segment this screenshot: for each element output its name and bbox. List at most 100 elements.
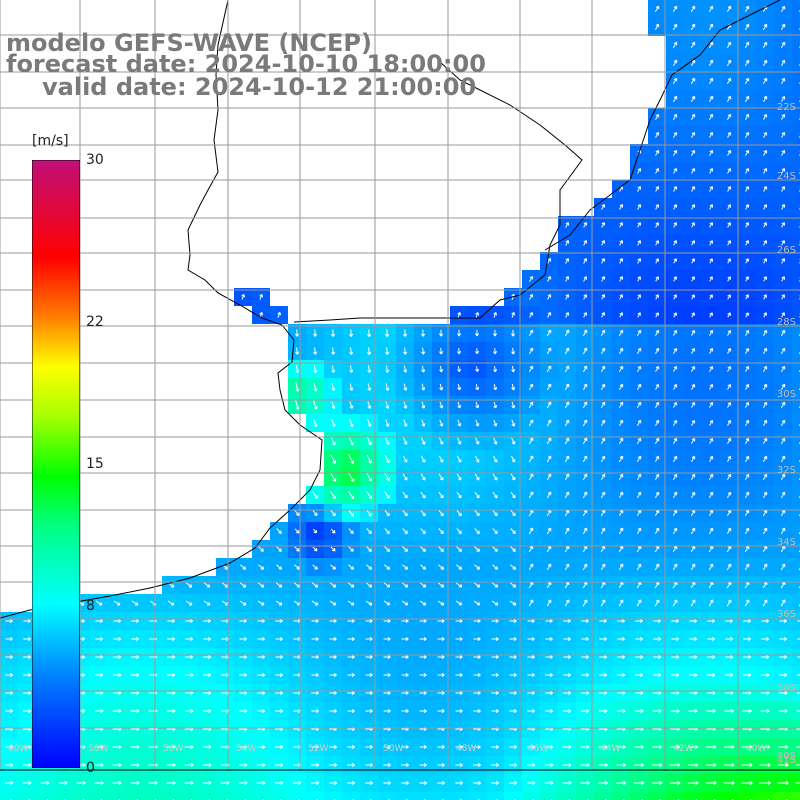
wind-arrow <box>778 744 789 750</box>
wind-arrow <box>707 672 716 678</box>
wind-arrow <box>564 491 570 499</box>
wind-arrow <box>564 383 570 391</box>
wind-arrow <box>402 528 408 535</box>
wind-arrow <box>473 708 481 714</box>
speed-cell <box>18 792 36 800</box>
wind-arrow <box>438 528 444 535</box>
wind-arrow <box>580 762 590 768</box>
wind-arrow <box>258 546 264 552</box>
wind-arrow <box>709 383 714 390</box>
wind-arrow <box>438 564 445 570</box>
valid-date: valid date: 2024-10-12 21:00:00 <box>42 73 477 101</box>
wind-arrow <box>691 168 696 174</box>
wind-arrow <box>527 690 535 696</box>
speed-cell <box>792 792 800 800</box>
wind-arrow <box>257 672 266 678</box>
wind-arrow <box>95 654 104 660</box>
wind-arrow <box>402 564 409 570</box>
wind-arrow <box>723 762 735 768</box>
wind-arrow <box>384 491 390 499</box>
wind-arrow <box>312 510 318 516</box>
wind-arrow <box>601 258 605 264</box>
wind-arrow <box>709 276 713 282</box>
wind-arrow <box>599 690 608 696</box>
wind-arrow <box>760 744 771 750</box>
wind-arrow <box>745 419 750 426</box>
wind-arrow <box>473 690 481 696</box>
speed-cell <box>792 216 800 234</box>
wind-arrow <box>274 780 284 786</box>
wind-arrow <box>724 690 734 696</box>
wind-arrow <box>455 744 463 750</box>
speed-cell <box>648 792 666 800</box>
wind-arrow <box>184 708 194 714</box>
wind-arrow <box>239 600 247 606</box>
wind-arrow <box>599 654 608 660</box>
wind-arrow <box>528 347 534 355</box>
wind-arrow <box>329 636 337 642</box>
wind-arrow <box>763 312 767 318</box>
wind-arrow <box>745 347 750 354</box>
wind-arrow <box>707 654 716 660</box>
wind-arrow <box>690 5 696 13</box>
speed-cell <box>144 792 162 800</box>
wind-arrow <box>652 690 662 696</box>
wind-arrow <box>744 599 750 607</box>
wind-arrow <box>581 708 590 714</box>
wind-arrow <box>94 762 104 768</box>
wind-arrow <box>582 365 588 373</box>
wind-arrow <box>691 294 695 300</box>
wind-arrow <box>22 780 32 786</box>
wind-arrow <box>690 41 696 49</box>
wind-arrow <box>565 222 570 228</box>
wind-arrow <box>366 436 372 446</box>
speed-cell <box>792 648 800 666</box>
wind-arrow <box>727 204 731 210</box>
wind-arrow <box>130 780 140 786</box>
wind-arrow <box>655 131 660 138</box>
wind-arrow <box>708 59 714 67</box>
wind-arrow <box>439 401 444 409</box>
wind-arrow <box>94 780 104 786</box>
wind-arrow <box>580 780 590 786</box>
wind-arrow <box>509 600 517 606</box>
wind-arrow <box>709 455 714 462</box>
wind-arrow <box>763 276 767 282</box>
wind-arrow <box>420 509 426 517</box>
wind-arrow <box>491 744 499 750</box>
speed-cell <box>792 612 800 630</box>
wind-arrow <box>777 780 789 786</box>
wind-arrow <box>636 599 642 607</box>
wind-arrow <box>619 204 623 210</box>
wind-arrow <box>780 527 786 535</box>
wind-arrow <box>438 455 444 463</box>
wind-arrow <box>257 618 265 624</box>
wind-arrow <box>421 419 426 427</box>
wind-arrow <box>313 400 318 410</box>
wind-arrow <box>546 599 552 607</box>
wind-arrow <box>637 168 642 174</box>
wind-arrow <box>474 491 480 499</box>
wind-arrow <box>780 455 786 463</box>
wind-arrow <box>257 690 266 696</box>
speed-cell <box>792 306 800 324</box>
speed-cell <box>792 252 800 270</box>
speed-cell <box>792 342 800 360</box>
wind-arrow <box>745 383 750 390</box>
speed-cell <box>792 504 800 522</box>
wind-arrow <box>329 618 337 624</box>
wind-arrow <box>456 473 462 481</box>
wind-arrow <box>421 401 426 409</box>
wind-arrow <box>473 744 481 750</box>
wind-arrow <box>311 708 319 714</box>
wind-arrow <box>564 563 570 571</box>
speed-cell <box>792 288 800 306</box>
wind-arrow <box>347 762 356 768</box>
wind-arrow <box>600 455 606 463</box>
wind-arrow <box>473 780 482 786</box>
wind-arrow <box>709 419 714 426</box>
wind-arrow <box>796 746 800 748</box>
speed-cell <box>792 36 800 54</box>
